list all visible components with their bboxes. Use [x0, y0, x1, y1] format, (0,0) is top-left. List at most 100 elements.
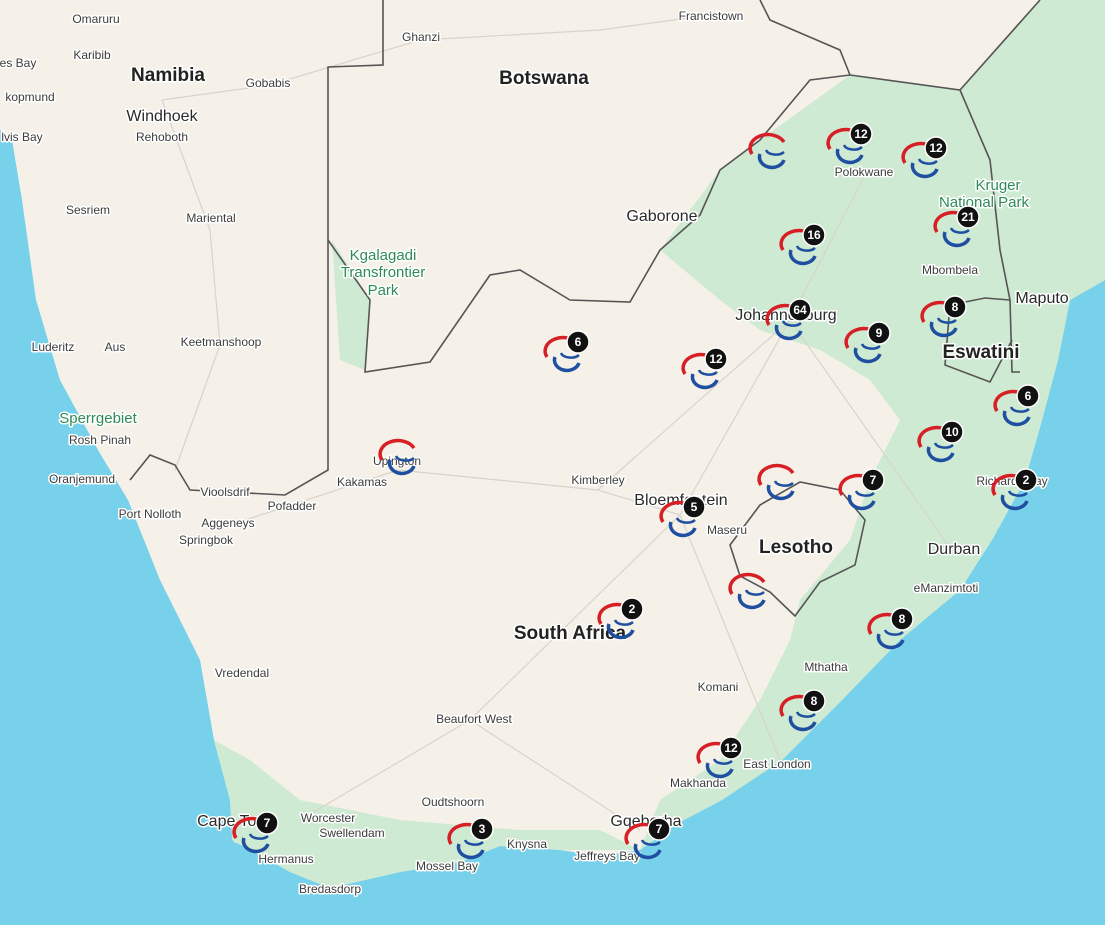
count-text: 7 — [264, 816, 271, 830]
cluster-marker[interactable]: 9 — [844, 321, 891, 364]
logo-blue — [795, 245, 816, 252]
count-badge — [1016, 384, 1040, 408]
count-badge — [849, 122, 873, 146]
location-marker[interactable] — [378, 438, 416, 476]
count-badge — [861, 468, 885, 492]
place-label: Kgalagadi — [350, 247, 417, 264]
cluster-marker[interactable]: 2 — [991, 468, 1038, 511]
count-text: 2 — [629, 602, 636, 616]
location-marker[interactable] — [757, 463, 795, 501]
logo-red — [757, 463, 795, 486]
count-text: 5 — [691, 500, 698, 514]
cluster-marker[interactable]: 12 — [681, 347, 728, 390]
border — [729, 481, 866, 618]
logo-blue — [744, 589, 765, 596]
cluster-marker[interactable]: 10 — [917, 420, 964, 463]
place-label: Vioolsdrif — [200, 485, 250, 499]
place-label: Transfrontier — [341, 264, 425, 281]
green-region — [332, 240, 370, 370]
cluster-marker[interactable]: 5 — [659, 495, 706, 538]
place-label: Knysna — [507, 837, 547, 851]
road — [161, 14, 956, 831]
count-badge — [867, 321, 891, 345]
logo-blue — [640, 839, 661, 846]
logo-blue — [795, 711, 816, 718]
logo-blue — [847, 494, 876, 511]
logo-blue — [860, 343, 881, 350]
logo-blue — [737, 593, 766, 610]
count-text: 9 — [876, 326, 883, 340]
logo-blue — [936, 317, 957, 324]
count-badge — [620, 597, 644, 621]
logo-blue — [1007, 490, 1028, 497]
cluster-marker[interactable]: 21 — [933, 205, 980, 248]
logo-blue — [633, 843, 662, 860]
place-label: National Park — [939, 194, 1030, 211]
logo-blue — [1000, 494, 1029, 511]
logo-blue — [675, 517, 696, 524]
count-badge — [704, 347, 728, 371]
place-label: South Africa — [514, 623, 627, 644]
location-marker[interactable] — [728, 572, 766, 610]
cluster-marker[interactable]: 2 — [597, 597, 644, 640]
logo-blue — [883, 629, 904, 636]
place-label: Botswana — [499, 68, 589, 89]
place-label: Gqeberha — [610, 813, 681, 830]
cluster-marker[interactable]: 3 — [447, 817, 494, 860]
place-label: Sesriem — [66, 203, 110, 217]
logo-blue — [1002, 410, 1031, 427]
count-text: 2 — [1023, 473, 1030, 487]
cluster-marker[interactable]: 6 — [993, 384, 1040, 427]
logo-red — [748, 132, 786, 155]
cluster-marker[interactable]: 7 — [838, 468, 885, 511]
place-label: Lesotho — [759, 537, 833, 558]
cluster-marker[interactable]: 12 — [826, 122, 873, 165]
count-text: 8 — [811, 694, 818, 708]
count-badge — [943, 295, 967, 319]
count-text: 16 — [807, 228, 821, 242]
count-badge — [719, 736, 743, 760]
cluster-marker[interactable]: 12 — [901, 136, 948, 179]
location-marker[interactable] — [748, 132, 786, 170]
place-label: Bloemfontein — [634, 492, 727, 509]
logo-blue — [854, 490, 875, 497]
logo-blue — [774, 324, 803, 341]
cluster-marker[interactable]: 64 — [765, 298, 812, 341]
place-label: Hermanus — [258, 852, 313, 866]
count-text: 6 — [1025, 389, 1032, 403]
place-label: Namibia — [131, 65, 205, 86]
place-label: Windhoek — [126, 108, 198, 125]
place-label: Vredendal — [215, 666, 269, 680]
place-label: Gobabis — [246, 76, 291, 90]
logo-blue — [757, 153, 786, 170]
place-label: es Bay — [0, 56, 36, 70]
cluster-marker[interactable]: 7 — [624, 817, 671, 860]
count-badge — [255, 811, 279, 835]
cluster-marker[interactable]: 7 — [232, 811, 279, 854]
border — [959, 89, 1020, 373]
place-label: Maputo — [1015, 290, 1068, 307]
count-badge — [802, 689, 826, 713]
cluster-marker[interactable]: 8 — [867, 607, 914, 650]
cluster-marker[interactable]: 12 — [696, 736, 743, 779]
cluster-marker[interactable]: 8 — [779, 689, 826, 732]
logo-blue — [853, 347, 882, 364]
place-label: Jeffreys Bay — [574, 849, 640, 863]
logo-blue — [241, 837, 270, 854]
count-badge — [802, 223, 826, 247]
cluster-marker[interactable]: 8 — [920, 295, 967, 338]
green-region — [640, 0, 1105, 850]
logo-blue — [929, 321, 958, 338]
logo-blue — [942, 231, 971, 248]
count-badge — [956, 205, 980, 229]
logo-blue — [926, 446, 955, 463]
count-text: 64 — [793, 303, 807, 317]
place-label: Keetmanshoop — [181, 335, 262, 349]
place-label: Port Nolloth — [119, 507, 182, 521]
cluster-marker[interactable]: 6 — [543, 330, 590, 373]
logo-blue — [788, 249, 817, 266]
place-label: Oranjemund — [49, 472, 115, 486]
cluster-marker[interactable]: 16 — [779, 223, 826, 266]
